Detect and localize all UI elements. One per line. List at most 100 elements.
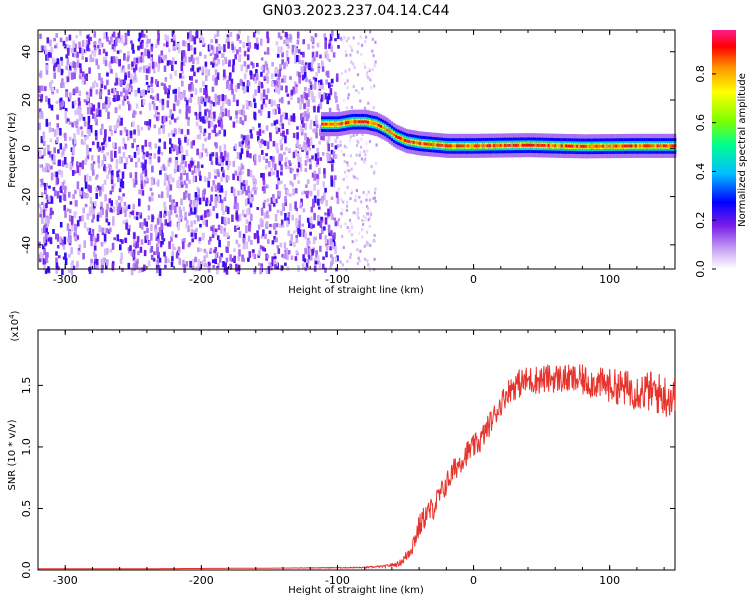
heatmap-cell <box>116 50 120 54</box>
heatmap-cell <box>254 43 257 49</box>
heatmap-cell <box>222 59 225 66</box>
heatmap-cell <box>187 32 190 40</box>
heatmap-cell <box>95 59 99 66</box>
heatmap-cell <box>263 51 267 55</box>
heatmap-cell <box>260 173 263 178</box>
ridge-cell <box>656 144 659 148</box>
heatmap-cell <box>153 114 157 119</box>
heatmap-cell <box>371 68 374 72</box>
heatmap-cell <box>148 62 152 68</box>
heatmap-cell <box>71 225 74 232</box>
heatmap-cell <box>92 236 96 242</box>
ridge-cell <box>436 143 439 147</box>
heatmap-cell <box>277 248 281 254</box>
heatmap-cell <box>269 156 273 160</box>
colorbar-tick-label: 0.6 <box>694 114 707 131</box>
heatmap-cell <box>59 222 63 228</box>
heatmap-cell <box>246 150 249 158</box>
heatmap-cell <box>180 145 183 152</box>
heatmap-cell <box>312 224 315 228</box>
heatmap-cell <box>366 259 369 263</box>
heatmap-cell <box>89 176 92 182</box>
heatmap-cell <box>145 68 149 74</box>
ridge-cell <box>460 144 463 148</box>
heatmap-cell <box>266 141 270 150</box>
heatmap-cell <box>247 81 251 87</box>
heatmap-cell <box>85 40 89 48</box>
heatmap-cell <box>326 140 330 146</box>
heatmap-cell <box>204 61 208 67</box>
heatmap-cell <box>258 80 261 88</box>
heatmap-cell <box>259 218 263 226</box>
ridge-cell <box>582 144 585 148</box>
heatmap-cell <box>163 201 166 208</box>
heatmap-cell <box>329 246 332 251</box>
heatmap-cell <box>239 168 242 175</box>
heatmap-cell <box>100 242 104 247</box>
heatmap-cell <box>166 190 169 198</box>
heatmap-cell <box>169 208 173 215</box>
heatmap-cell <box>68 121 72 125</box>
heatmap-cell <box>250 133 253 139</box>
heatmap-cell <box>210 227 213 231</box>
heatmap-cell <box>51 128 54 132</box>
ridge-cell <box>508 144 511 147</box>
heatmap-cell <box>276 181 280 185</box>
heatmap-cell <box>361 235 364 239</box>
heatmap-cell <box>245 100 249 107</box>
heatmap-cell <box>274 80 277 87</box>
ridge-cell <box>626 144 629 148</box>
heatmap-cell <box>125 206 129 212</box>
ridge-cell <box>652 144 655 148</box>
x-tick-label: -300 <box>53 574 78 587</box>
heatmap-cell <box>68 191 71 198</box>
heatmap-cell <box>274 264 277 270</box>
heatmap-cell <box>133 72 137 80</box>
heatmap-cell <box>94 238 98 243</box>
heatmap-cell <box>156 116 159 121</box>
heatmap-cell <box>359 35 362 39</box>
ridge-cell <box>421 142 424 146</box>
heatmap-cell <box>289 76 292 80</box>
heatmap-cell <box>168 114 172 119</box>
heatmap-cell <box>358 153 361 157</box>
heatmap-cell <box>177 43 180 48</box>
heatmap-cell <box>210 120 214 128</box>
heatmap-cell <box>150 224 153 231</box>
heatmap-cell <box>173 47 176 51</box>
heatmap-cell <box>160 125 164 129</box>
heatmap-cell <box>109 248 113 253</box>
heatmap-cell <box>60 170 64 178</box>
heatmap-cell <box>199 116 203 122</box>
heatmap-cell <box>153 124 157 129</box>
heatmap-cell <box>116 91 119 96</box>
heatmap-cell <box>253 102 257 109</box>
heatmap-cell <box>144 90 147 95</box>
heatmap-cell <box>372 54 375 58</box>
heatmap-cell <box>309 164 312 170</box>
heatmap-cell <box>281 136 285 141</box>
heatmap-cell <box>249 190 252 195</box>
heatmap-cell <box>334 139 337 144</box>
x-tick-label: -100 <box>325 273 350 286</box>
heatmap-cell <box>306 179 310 185</box>
heatmap-cell <box>114 150 117 158</box>
heatmap-cell <box>84 203 88 208</box>
heatmap-cell <box>262 156 266 161</box>
heatmap-cell <box>265 268 269 274</box>
heatmap-cell <box>152 257 156 262</box>
heatmap-cell <box>266 88 270 94</box>
heatmap-cell <box>294 55 297 64</box>
heatmap-cell <box>259 110 263 116</box>
heatmap-cell <box>317 206 321 210</box>
heatmap-cell <box>306 113 309 122</box>
heatmap-cell <box>91 219 94 223</box>
heatmap-cell <box>209 53 213 57</box>
heatmap-cell <box>363 160 366 164</box>
heatmap-cell <box>215 152 218 159</box>
heatmap-cell <box>246 42 249 47</box>
heatmap-cell <box>198 125 202 130</box>
heatmap-cell <box>49 213 52 220</box>
heatmap-cell <box>277 32 281 38</box>
heatmap-cell <box>50 172 54 181</box>
